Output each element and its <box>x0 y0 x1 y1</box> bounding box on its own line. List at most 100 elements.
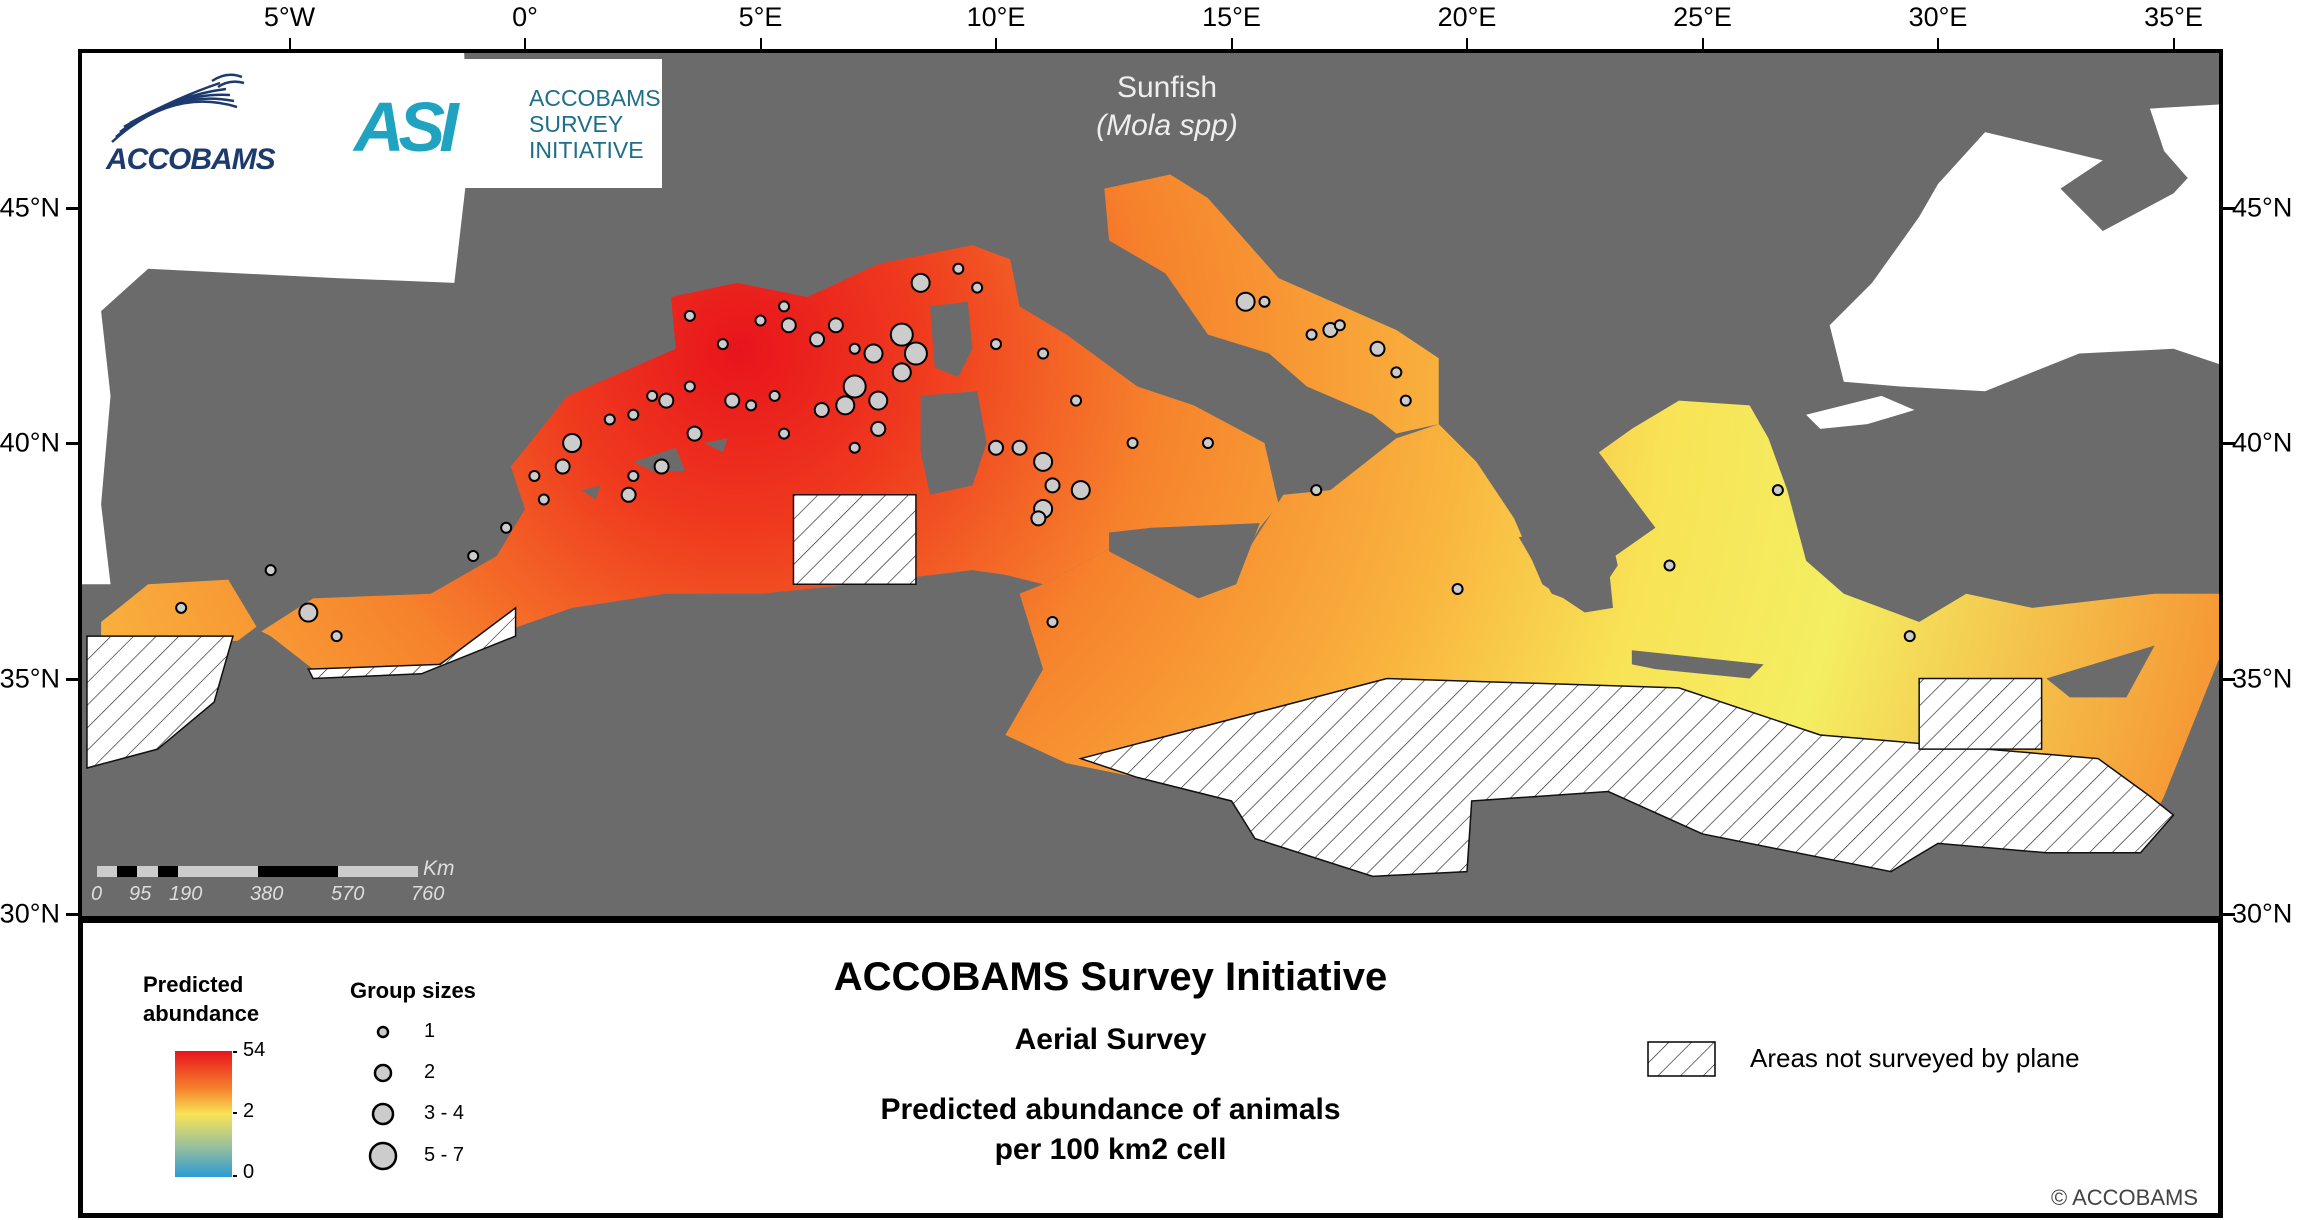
sighting-marker <box>827 317 844 334</box>
legend-main-title: ACCOBAMS Survey Initiative <box>833 955 1388 999</box>
sighting-marker <box>330 630 343 643</box>
longitude-label: 0° <box>512 2 538 32</box>
abundance-title-line: abundance <box>143 1001 260 1026</box>
scale-label: 95 <box>129 883 152 905</box>
sicily <box>1109 523 1260 599</box>
scale-bar: Km 0 95 190 380 570 760 <box>91 857 517 905</box>
sighting-marker <box>1771 484 1784 497</box>
latitude-label: 30°N <box>0 898 60 929</box>
latitude-tick <box>2223 913 2235 916</box>
longitude-label: 5°E <box>738 2 783 32</box>
sighting-marker <box>537 493 550 506</box>
scale-label: 760 <box>411 883 445 905</box>
sighting-marker <box>990 338 1002 351</box>
scale-unit: Km <box>423 857 455 880</box>
sighting-marker <box>988 439 1004 456</box>
sighting-marker <box>1369 340 1386 357</box>
sighting-marker <box>754 314 767 327</box>
sighting-marker <box>848 342 861 355</box>
sighting-marker <box>1390 366 1403 379</box>
longitude-tick <box>1466 38 1468 49</box>
sighting-marker <box>1037 347 1050 360</box>
sightings-layer <box>175 262 1916 643</box>
sighting-marker <box>870 420 887 437</box>
sighting-marker <box>1399 394 1412 407</box>
sighting-marker <box>868 390 889 411</box>
ramp-label-mid: 2 <box>243 1100 255 1122</box>
ramp-tick <box>233 1051 237 1053</box>
sighting-marker <box>716 338 729 351</box>
unsurveyed-areas <box>86 494 2175 878</box>
abundance-color-ramp <box>175 1051 232 1177</box>
latitude-label: 45°N <box>0 192 60 222</box>
scale-label: 380 <box>250 883 284 905</box>
longitude-tick <box>1701 38 1704 49</box>
latitude-tick <box>66 442 78 445</box>
sighting-marker <box>1126 437 1139 449</box>
asi-logo-text: ACCOBAMS SURVEY INITIATIVE <box>529 85 661 163</box>
minorca <box>703 438 728 453</box>
copyright-notice: © ACCOBAMS <box>2050 1185 2198 1210</box>
unsurveyed-area-atlantic <box>86 635 234 769</box>
sighting-marker <box>891 362 912 383</box>
sighting-marker <box>500 521 513 534</box>
asi-logo-line: SURVEY <box>529 111 624 137</box>
abundance-legend-title: Predicted abundance <box>143 970 259 1028</box>
description-line: Predicted abundance of animals <box>880 1093 1341 1126</box>
longitude-tick <box>995 38 997 49</box>
asi-logo-line: INITIATIVE <box>529 137 644 163</box>
sighting-marker <box>658 392 675 409</box>
sighting-marker <box>1201 437 1214 449</box>
unsurveyed-area-algeria <box>792 494 917 586</box>
accobams-logo-icon <box>111 73 245 143</box>
sighting-marker <box>1903 630 1916 643</box>
longitude-tick <box>759 38 762 49</box>
sighting-marker <box>620 486 637 503</box>
sighting-marker <box>1258 295 1271 308</box>
sighting-marker <box>842 374 867 399</box>
latitude-tick <box>2223 442 2235 445</box>
sighting-marker <box>910 272 931 293</box>
longitude-tick <box>288 38 291 49</box>
latitude-tick <box>66 677 78 681</box>
map-title: Sunfish (Mola spp) <box>1002 71 1332 143</box>
sea-of-azov <box>2149 104 2219 189</box>
scale-label: 0 <box>91 883 103 905</box>
latitude-label: 45°N <box>2232 192 2293 222</box>
sighting-marker <box>778 427 791 440</box>
legend-subtitle: Aerial Survey <box>1014 1023 1207 1056</box>
sighting-marker <box>467 550 480 563</box>
ramp-tick <box>233 1175 237 1177</box>
unsurveyed-area-south <box>1078 677 2175 878</box>
longitude-tick <box>1937 38 1939 49</box>
sighting-marker <box>562 433 583 453</box>
hatch-legend-label: Areas not surveyed by plane <box>1750 1043 2080 1073</box>
scale-label: 190 <box>169 883 203 905</box>
group-size-label: 2 <box>424 1061 436 1083</box>
sighting-marker <box>1046 615 1059 628</box>
ramp-label-min: 0 <box>243 1161 255 1183</box>
latitude-tick <box>2223 677 2235 681</box>
sighting-marker <box>863 343 884 364</box>
legend-description: Predicted abundance of animals per 100 k… <box>783 1090 1438 1170</box>
sighting-marker <box>1044 477 1061 494</box>
ramp-tick <box>233 1112 237 1114</box>
peloponnese <box>1518 523 1618 608</box>
sea-of-marmara <box>1806 395 1915 429</box>
longitude-tick <box>2172 38 2175 49</box>
longitude-tick <box>1230 38 1233 49</box>
latitude-tick <box>66 913 78 916</box>
hatch-legend-swatch <box>1647 1041 1716 1077</box>
sighting-marker <box>1310 484 1323 497</box>
latitude-label: 40°N <box>2232 427 2293 458</box>
sighting-marker <box>1070 394 1083 407</box>
sighting-marker <box>175 601 188 614</box>
sighting-marker <box>1070 480 1091 501</box>
asi-logo-line: ACCOBAMS <box>529 85 661 111</box>
islands <box>581 301 2155 698</box>
ramp-label-max: 54 <box>243 1039 266 1061</box>
asi-logo-mark: ASI <box>354 88 459 166</box>
sighting-marker <box>1030 510 1047 527</box>
longitude-label: 35°E <box>2144 2 2203 32</box>
sighting-marker <box>683 309 696 322</box>
